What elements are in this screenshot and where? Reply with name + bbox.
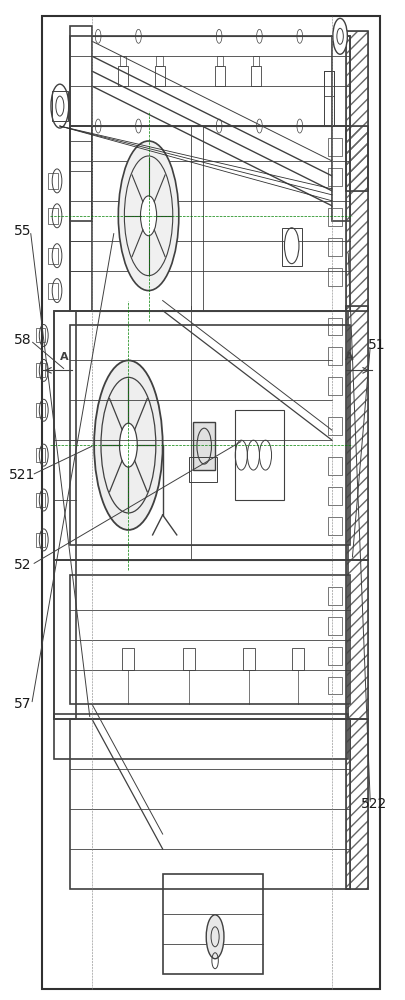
Bar — [70, 126, 350, 311]
Text: 522: 522 — [360, 797, 386, 811]
Bar — [345, 306, 367, 560]
Bar — [345, 31, 367, 191]
Bar — [251, 66, 261, 86]
Bar — [327, 487, 341, 505]
Bar — [36, 328, 45, 342]
Bar — [327, 617, 341, 635]
Bar — [70, 325, 350, 545]
Bar — [48, 173, 58, 189]
Bar — [118, 66, 128, 86]
Text: 52: 52 — [14, 558, 31, 572]
Bar — [122, 648, 134, 670]
Bar — [182, 648, 194, 670]
Bar — [154, 66, 164, 86]
Bar — [331, 36, 350, 221]
Bar — [156, 56, 162, 66]
Circle shape — [332, 18, 347, 54]
Bar — [345, 719, 367, 889]
Bar — [327, 517, 341, 535]
Text: A: A — [344, 352, 352, 362]
Bar — [216, 56, 223, 66]
Bar — [327, 647, 341, 665]
Bar — [323, 71, 333, 96]
Bar — [327, 268, 341, 286]
Bar — [162, 874, 263, 974]
Bar — [36, 448, 45, 462]
Circle shape — [118, 141, 178, 291]
Circle shape — [51, 84, 68, 128]
Text: A: A — [60, 352, 68, 362]
Bar — [327, 318, 341, 335]
Bar — [345, 560, 367, 719]
Bar — [36, 533, 45, 547]
Bar — [52, 91, 68, 121]
Bar — [54, 560, 76, 719]
Bar — [327, 138, 341, 156]
Bar — [327, 417, 341, 435]
Bar — [215, 66, 225, 86]
Bar — [327, 457, 341, 475]
Bar — [70, 719, 350, 889]
Bar — [345, 126, 367, 311]
Bar — [188, 457, 217, 482]
Bar — [70, 575, 350, 704]
Bar — [54, 560, 347, 719]
Bar — [70, 26, 92, 221]
Bar — [327, 677, 341, 694]
Bar — [252, 56, 259, 66]
Bar — [327, 347, 341, 365]
Circle shape — [94, 360, 162, 530]
Text: 58: 58 — [13, 333, 31, 347]
Text: 521: 521 — [9, 468, 36, 482]
Bar — [291, 648, 303, 670]
Bar — [345, 31, 367, 191]
Text: 55: 55 — [14, 224, 31, 238]
Circle shape — [206, 915, 224, 959]
Bar — [345, 126, 367, 311]
Bar — [36, 493, 45, 507]
Bar — [70, 36, 350, 126]
Bar — [243, 648, 255, 670]
Circle shape — [119, 423, 137, 467]
Bar — [345, 560, 367, 719]
Bar — [42, 16, 379, 989]
Bar — [48, 208, 58, 224]
Bar — [234, 410, 283, 500]
Bar — [327, 377, 341, 395]
Circle shape — [140, 196, 156, 236]
Bar — [345, 719, 367, 889]
Bar — [327, 587, 341, 605]
Bar — [281, 228, 301, 266]
Bar — [54, 714, 347, 759]
Bar — [119, 56, 126, 66]
Bar — [70, 126, 92, 311]
Bar — [327, 208, 341, 226]
Bar — [36, 363, 45, 377]
Bar — [192, 422, 215, 470]
Text: 51: 51 — [367, 338, 384, 352]
Bar — [327, 238, 341, 256]
Bar — [327, 168, 341, 186]
Bar — [54, 311, 347, 560]
Text: 57: 57 — [14, 697, 31, 711]
Bar — [323, 71, 333, 126]
Bar — [48, 283, 58, 299]
Circle shape — [284, 228, 298, 264]
Bar — [54, 311, 76, 560]
Bar — [36, 403, 45, 417]
Bar — [48, 248, 58, 264]
Bar — [345, 306, 367, 560]
